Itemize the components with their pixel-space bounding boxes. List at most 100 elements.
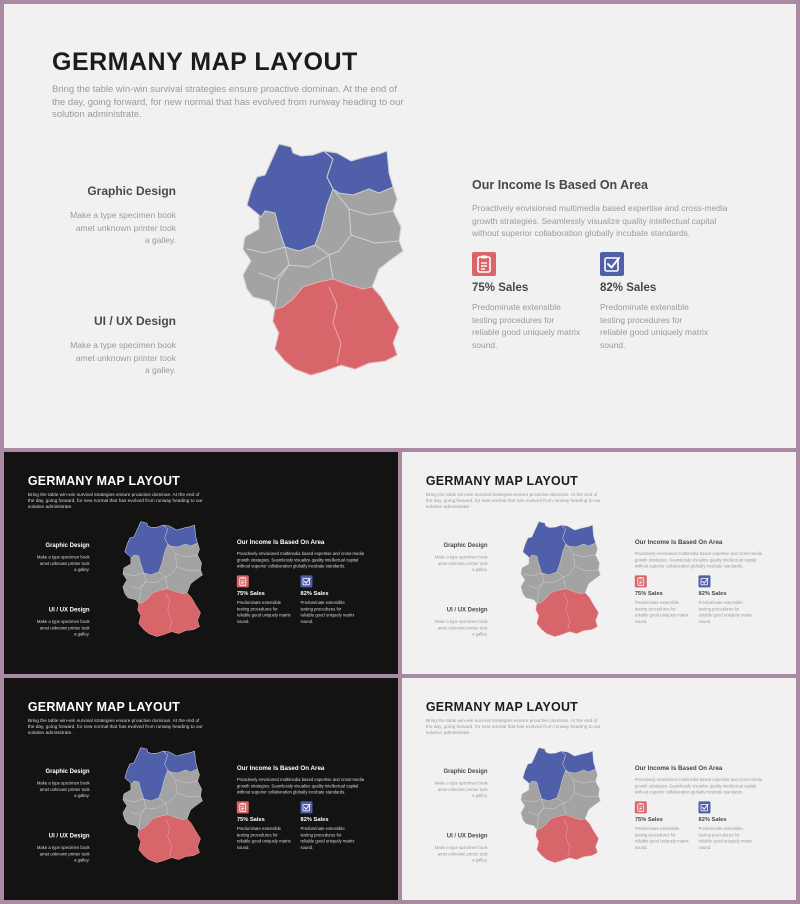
block-text: Make a type specimen book amet unknown p… xyxy=(36,780,90,798)
clipboard-icon xyxy=(236,801,249,814)
slide-title: GERMANY MAP LAYOUT xyxy=(425,473,579,488)
map-region-blue-north xyxy=(522,747,566,802)
checkbox-icon xyxy=(698,575,711,588)
stat-label: 75% Sales xyxy=(236,816,265,823)
map-region-red xyxy=(272,278,400,376)
block-text: Make a type specimen book amet unknown p… xyxy=(70,340,176,375)
map-region-blue-north xyxy=(124,747,168,802)
map-inner-borders xyxy=(246,188,400,310)
map-region-blue-east xyxy=(162,524,198,548)
stat-text: Predominate extensible testing procedure… xyxy=(634,826,689,850)
map-region-blue-east xyxy=(560,524,596,548)
block-heading: UI / UX Design xyxy=(48,606,90,614)
stat-75-sales: 75% Sales Predominate extensible testing… xyxy=(634,575,695,624)
map-inner-borders xyxy=(522,543,599,604)
stat-text: Predominate extensible testing procedure… xyxy=(300,600,355,624)
slide-subtitle: Bring the table win-win survival strateg… xyxy=(425,491,601,510)
checkbox-icon xyxy=(698,801,711,814)
income-heading: Our Income Is Based On Area xyxy=(236,538,325,546)
block-heading: UI / UX Design xyxy=(93,314,176,328)
map-region-red xyxy=(535,814,599,863)
map-region-blue-east xyxy=(560,750,596,774)
income-heading: Our Income Is Based On Area xyxy=(472,178,648,192)
clipboard-icon xyxy=(634,575,647,588)
block-text: Make a type specimen book amet unknown p… xyxy=(434,554,488,572)
stat-82-sales: 82% Sales Predominate extensible testing… xyxy=(300,801,361,850)
stat-label: 75% Sales xyxy=(634,816,663,823)
map-red-border xyxy=(328,286,342,364)
block-text: Make a type specimen book amet unknown p… xyxy=(434,845,488,863)
stat-label: 82% Sales xyxy=(300,590,329,597)
clipboard-icon xyxy=(634,801,647,814)
map-region-blue-north xyxy=(124,521,168,576)
stat-text: Predominate extensible testing procedure… xyxy=(236,826,291,850)
stat-82-sales: 82% Sales Predominate extensible testing… xyxy=(600,252,720,351)
map-region-blue-east xyxy=(323,150,394,196)
slide-subtitle: Bring the table win-win survival strateg… xyxy=(27,717,203,736)
stat-text: Predominate extensible testing procedure… xyxy=(634,600,689,624)
graphic-design-block: Graphic Design Make a type specimen book… xyxy=(417,542,488,573)
block-text: Make a type specimen book amet unknown p… xyxy=(36,845,90,863)
map-red-border xyxy=(563,592,570,631)
germany-map xyxy=(242,143,404,376)
germany-map xyxy=(520,747,601,863)
slide-thumbnail-light-2: GERMANY MAP LAYOUT Bring the table win-w… xyxy=(402,678,796,900)
map-region-red xyxy=(137,588,201,637)
block-heading: Graphic Design xyxy=(87,184,176,198)
map-region-blue-east xyxy=(162,750,198,774)
block-heading: Graphic Design xyxy=(443,541,488,549)
slide-title: GERMANY MAP LAYOUT xyxy=(27,699,181,714)
slide-thumbnail-light-1: GERMANY MAP LAYOUT Bring the table win-w… xyxy=(402,452,796,674)
slide-subtitle: Bring the table win-win survival strateg… xyxy=(52,84,404,120)
ui-ux-design-block: UI / UX Design Make a type specimen book… xyxy=(34,314,176,377)
map-region-blue-north xyxy=(522,521,566,576)
germany-map xyxy=(520,521,601,637)
stat-75-sales: 75% Sales Predominate extensible testing… xyxy=(472,252,592,351)
map-inner-borders xyxy=(124,769,201,830)
block-heading: UI / UX Design xyxy=(446,832,488,840)
income-heading: Our Income Is Based On Area xyxy=(634,764,723,772)
income-heading: Our Income Is Based On Area xyxy=(634,538,723,546)
block-heading: Graphic Design xyxy=(45,541,90,549)
ui-ux-design-block: UI / UX Design Make a type specimen book… xyxy=(417,606,488,637)
stat-82-sales: 82% Sales Predominate extensible testing… xyxy=(698,575,759,624)
ui-ux-design-block: UI / UX Design Make a type specimen book… xyxy=(417,832,488,863)
block-text: Make a type specimen book amet unknown p… xyxy=(434,619,488,637)
map-inner-borders xyxy=(124,543,201,604)
slide-content: GERMANY MAP LAYOUT Bring the table win-w… xyxy=(4,4,796,448)
ui-ux-design-block: UI / UX Design Make a type specimen book… xyxy=(19,606,90,637)
germany-map xyxy=(122,521,203,637)
stat-75-sales: 75% Sales Predominate extensible testing… xyxy=(236,575,297,624)
graphic-design-block: Graphic Design Make a type specimen book… xyxy=(417,768,488,799)
map-inner-borders xyxy=(522,769,599,830)
ui-ux-design-block: UI / UX Design Make a type specimen book… xyxy=(19,832,90,863)
stat-label: 82% Sales xyxy=(698,590,727,597)
stat-label: 82% Sales xyxy=(698,816,727,823)
checkbox-icon xyxy=(300,801,313,814)
block-text: Make a type specimen book amet unknown p… xyxy=(36,554,90,572)
income-text: Proactively envisioned multimedia based … xyxy=(472,203,728,238)
map-red-border xyxy=(563,818,570,857)
slide-thumbnail-dark-2: GERMANY MAP LAYOUT Bring the table win-w… xyxy=(4,678,398,900)
map-red-border xyxy=(165,592,172,631)
slide-title: GERMANY MAP LAYOUT xyxy=(425,699,579,714)
stat-label: 82% Sales xyxy=(300,816,329,823)
block-heading: Graphic Design xyxy=(45,767,90,775)
graphic-design-block: Graphic Design Make a type specimen book… xyxy=(19,542,90,573)
checkbox-icon xyxy=(600,252,624,276)
graphic-design-block: Graphic Design Make a type specimen book… xyxy=(34,184,176,247)
income-text: Proactively envisioned multimedia based … xyxy=(634,551,762,569)
map-red-border xyxy=(165,818,172,857)
income-text: Proactively envisioned multimedia based … xyxy=(236,551,364,569)
stat-text: Predominate extensible testing procedure… xyxy=(472,302,581,350)
stat-text: Predominate extensible testing procedure… xyxy=(300,826,355,850)
stat-82-sales: 82% Sales Predominate extensible testing… xyxy=(300,575,361,624)
slide-main-light: GERMANY MAP LAYOUT Bring the table win-w… xyxy=(4,4,796,448)
slide-content: GERMANY MAP LAYOUT Bring the table win-w… xyxy=(4,452,398,673)
stat-text: Predominate extensible testing procedure… xyxy=(698,600,753,624)
stat-label: 82% Sales xyxy=(600,282,657,294)
stat-text: Predominate extensible testing procedure… xyxy=(698,826,753,850)
slide-title: GERMANY MAP LAYOUT xyxy=(52,48,358,76)
map-region-red xyxy=(137,814,201,863)
income-heading: Our Income Is Based On Area xyxy=(236,764,325,772)
